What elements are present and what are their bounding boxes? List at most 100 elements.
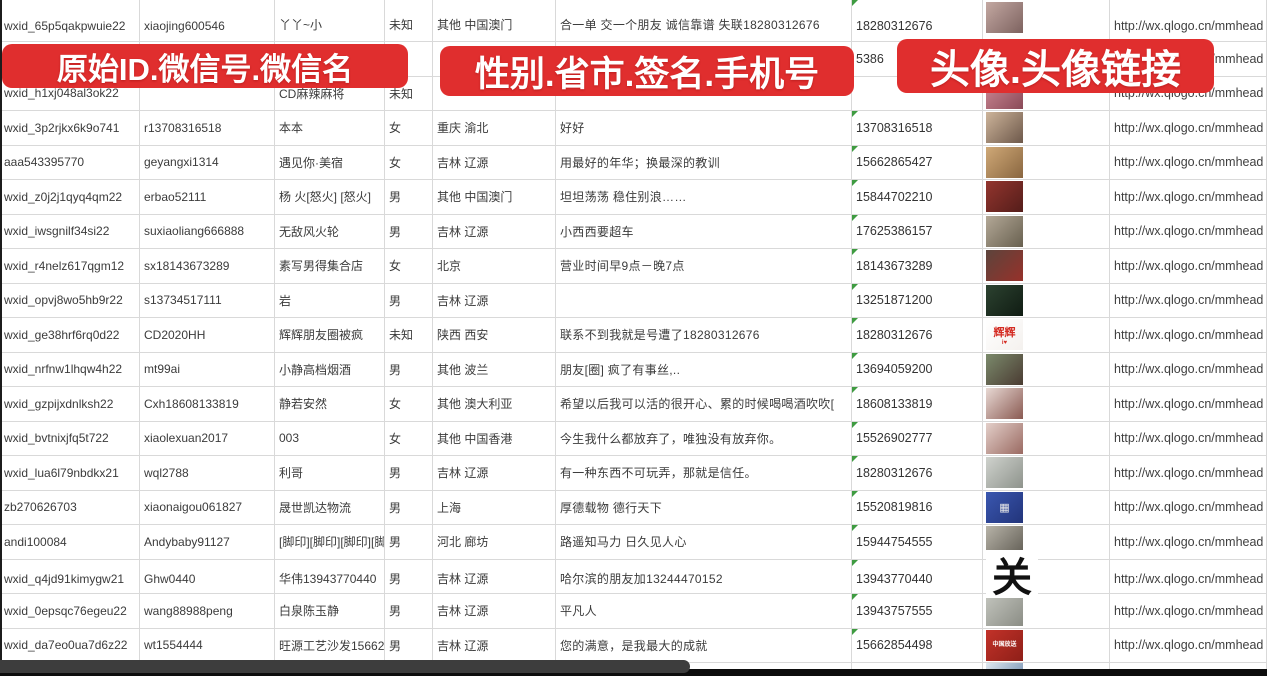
cell-phone[interactable]: 18143673289 [852,249,983,283]
cell-wechat-number[interactable]: erbao52111 [140,180,275,214]
cell-region[interactable]: 北京 [433,249,556,283]
horizontal-scrollbar[interactable] [0,660,690,673]
cell-phone[interactable]: 15662865427 [852,145,983,179]
cell-wechat-number[interactable]: Ghw0440 [140,559,275,598]
cell-phone[interactable]: 13251871200 [852,283,983,317]
cell-wechat-number[interactable]: xiaonaigou061827 [140,490,275,524]
cell-original-id[interactable]: wxid_opvj8wo5hb9r22 [0,283,140,317]
cell-signature[interactable] [556,76,852,110]
cell-region[interactable]: 吉林 辽源 [433,145,556,179]
cell-avatar-link[interactable]: http://wx.qlogo.cn/mmhead [1110,145,1267,179]
cell-avatar[interactable] [983,249,1110,283]
cell-signature[interactable]: 厚德载物 德行天下 [556,490,852,524]
cell-avatar-link[interactable]: http://wx.qlogo.cn/mmhead [1110,421,1267,455]
cell-region[interactable]: 其他 中国香港 [433,421,556,455]
cell-avatar-link[interactable]: http://wx.qlogo.cn/mmhead [1110,559,1267,598]
cell-region[interactable]: 重庆 渝北 [433,111,556,145]
cell-region[interactable]: 其他 澳大利亚 [433,387,556,421]
cell-region[interactable]: 吉林 辽源 [433,283,556,317]
cell-gender[interactable]: 未知 [385,0,433,41]
cell-wechat-number[interactable]: CD2020HH [140,318,275,352]
cell-wechat-name[interactable]: 丫丫~小 [275,0,385,41]
cell-gender[interactable]: 男 [385,559,433,598]
cell-gender[interactable]: 男 [385,283,433,317]
cell-wechat-number[interactable]: geyangxi1314 [140,145,275,179]
cell-original-id[interactable]: wxid_q4jd91kimygw21 [0,559,140,598]
cell-original-id[interactable]: wxid_3p2rjkx6k9o741 [0,111,140,145]
cell-wechat-name[interactable]: 小静高档烟酒 [275,352,385,386]
cell-phone[interactable]: 15662854498 [852,628,983,662]
cell-signature[interactable]: 朋友[圈] 疯了有事丝,.. [556,352,852,386]
cell-region[interactable]: 其他 中国澳门 [433,180,556,214]
cell-avatar[interactable] [983,456,1110,490]
cell-gender[interactable]: 女 [385,111,433,145]
cell-signature[interactable]: 合一单 交一个朋友 诚信靠谱 失联18280312676 [556,0,852,41]
cell-phone[interactable]: 18608133819 [852,387,983,421]
cell-wechat-name[interactable]: 岩 [275,283,385,317]
cell-avatar[interactable]: ▦ [983,490,1110,524]
cell-phone[interactable]: 15844702210 [852,180,983,214]
cell-avatar[interactable]: 中国放送 [983,628,1110,662]
cell-avatar-link[interactable]: http://wx.qlogo.cn/mmhead [1110,628,1267,662]
cell-signature[interactable]: 哈尔滨的朋友加13244470152 [556,559,852,598]
cell-gender[interactable]: 男 [385,214,433,248]
cell-avatar-link[interactable]: http://wx.qlogo.cn/mmhead [1110,525,1267,559]
cell-gender[interactable]: 女 [385,249,433,283]
cell-signature[interactable]: 平凡人 [556,594,852,628]
cell-avatar-link[interactable]: http://wx.qlogo.cn/mmhead [1110,594,1267,628]
cell-region[interactable]: 吉林 辽源 [433,456,556,490]
cell-original-id[interactable]: wxid_h1xj048al3ok22 [0,76,140,110]
cell-wechat-name[interactable]: CD麻辣麻将 [275,76,385,110]
cell-wechat-number[interactable]: wql2788 [140,456,275,490]
cell-gender[interactable]: 男 [385,628,433,662]
cell-avatar-link[interactable]: http://wx.qlogo.cn/mmhead [1110,490,1267,524]
cell-original-id[interactable]: wxid_da7eo0ua7d6z22 [0,628,140,662]
cell-phone[interactable]: 13694059200 [852,352,983,386]
cell-signature[interactable]: 好好 [556,111,852,145]
cell-signature[interactable]: 今生我什么都放弃了，唯独没有放弃你。 [556,421,852,455]
cell-wechat-name[interactable]: 晟世凯达物流 [275,490,385,524]
cell-gender[interactable]: 男 [385,525,433,559]
cell-original-id[interactable]: andi100084 [0,525,140,559]
cell-wechat-number[interactable]: xiaojing600546 [140,0,275,41]
cell-avatar[interactable] [983,111,1110,145]
cell-avatar-link[interactable]: http://wx.qlogo.cn/mmhead [1110,214,1267,248]
cell-region[interactable]: 陕西 西安 [433,318,556,352]
cell-wechat-name[interactable]: 本本 [275,111,385,145]
cell-wechat-number[interactable]: wang88988peng [140,594,275,628]
cell-wechat-name[interactable]: 华伟13943770440 [275,559,385,598]
cell-avatar[interactable] [983,594,1110,628]
cell-original-id[interactable]: aaa543395770 [0,145,140,179]
cell-gender[interactable] [385,42,433,76]
cell-signature[interactable]: 小西西要超车 [556,214,852,248]
cell-wechat-name[interactable]: 旺源工艺沙发15662854 [275,628,385,662]
cell-phone[interactable]: 15944754555 [852,525,983,559]
cell-original-id[interactable]: wxid_bvtnixjfq5t722 [0,421,140,455]
cell-wechat-name[interactable]: 辉辉朋友圈被疯 [275,318,385,352]
cell-avatar-link[interactable]: http://wx.qlogo.cn/mmhead [1110,249,1267,283]
cell-signature[interactable]: 您的满意，是我最大的成就 [556,628,852,662]
cell-gender[interactable]: 男 [385,180,433,214]
cell-phone[interactable]: 13708316518 [852,111,983,145]
cell-gender[interactable]: 女 [385,145,433,179]
cell-region[interactable]: 吉林 辽源 [433,628,556,662]
cell-avatar-link[interactable]: http://wx.qlogo.cn/mmhead [1110,456,1267,490]
cell-avatar[interactable] [983,352,1110,386]
cell-phone[interactable]: 13943770440 [852,559,983,598]
cell-phone[interactable]: 18280312676 [852,0,983,41]
cell-original-id[interactable]: wxid_z0j2j1qyq4qm22 [0,180,140,214]
cell-signature[interactable]: 营业时间早9点－晚7点 [556,249,852,283]
cell-region[interactable]: 上海 [433,490,556,524]
cell-original-id[interactable]: zb270626703 [0,490,140,524]
cell-gender[interactable]: 女 [385,387,433,421]
cell-wechat-name[interactable]: 遇见你·美宿 [275,145,385,179]
cell-phone[interactable]: 18280312676 [852,318,983,352]
cell-gender[interactable]: 女 [385,421,433,455]
cell-wechat-name[interactable]: 利哥 [275,456,385,490]
cell-avatar[interactable] [983,214,1110,248]
cell-signature[interactable]: 路遥知马力 日久见人心 [556,525,852,559]
cell-avatar[interactable] [983,145,1110,179]
cell-gender[interactable]: 男 [385,352,433,386]
cell-wechat-name[interactable]: 白泉陈玉静 [275,594,385,628]
cell-wechat-name[interactable]: 素写男得集合店 [275,249,385,283]
